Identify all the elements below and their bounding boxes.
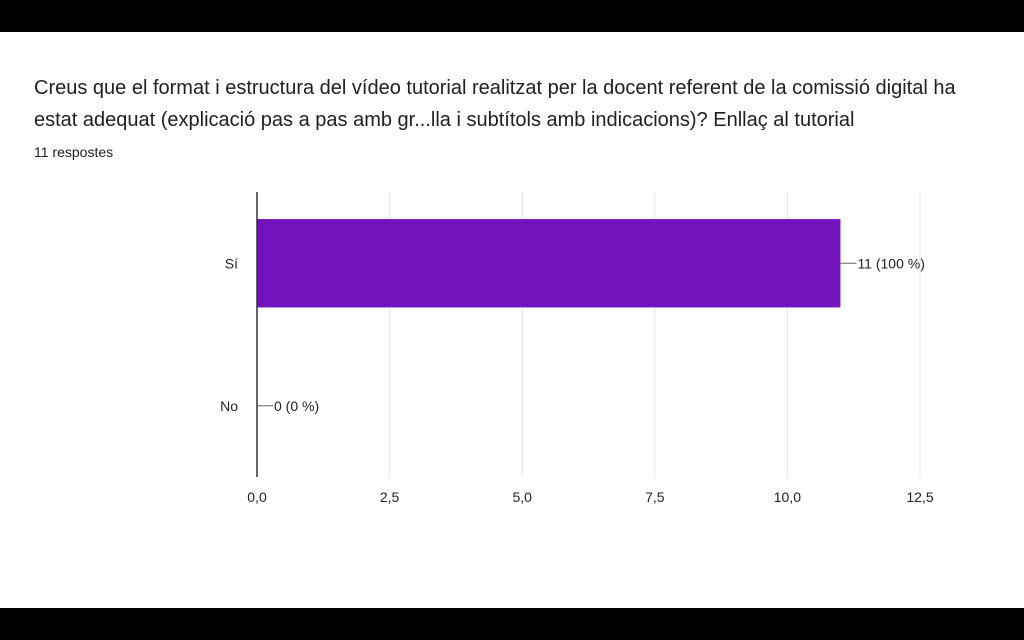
response-count: 11 respostes xyxy=(34,144,114,160)
category-label: Sí xyxy=(225,255,238,271)
data-label: 0 (0 %) xyxy=(274,398,319,414)
bar-chart: 0,0 2,5 5,0 7,5 10,0 12,5 Sí 11 (100 %) No 0 (0 %… xyxy=(220,192,934,505)
x-tick-label: 2,5 xyxy=(380,489,400,505)
bar xyxy=(257,219,841,308)
category-label: No xyxy=(220,398,238,414)
x-tick-label: 0,0 xyxy=(247,489,267,505)
x-tick-label: 5,0 xyxy=(512,489,532,505)
data-label: 11 (100 %) xyxy=(857,255,924,271)
chart-card: Creus que el format i estructura del víd… xyxy=(0,32,1024,608)
x-tick-label: 7,5 xyxy=(645,489,665,505)
x-tick-label: 12,5 xyxy=(906,489,933,505)
question-title: Creus que el format i estructura del víd… xyxy=(34,77,956,131)
x-tick-label: 10,0 xyxy=(774,489,801,505)
